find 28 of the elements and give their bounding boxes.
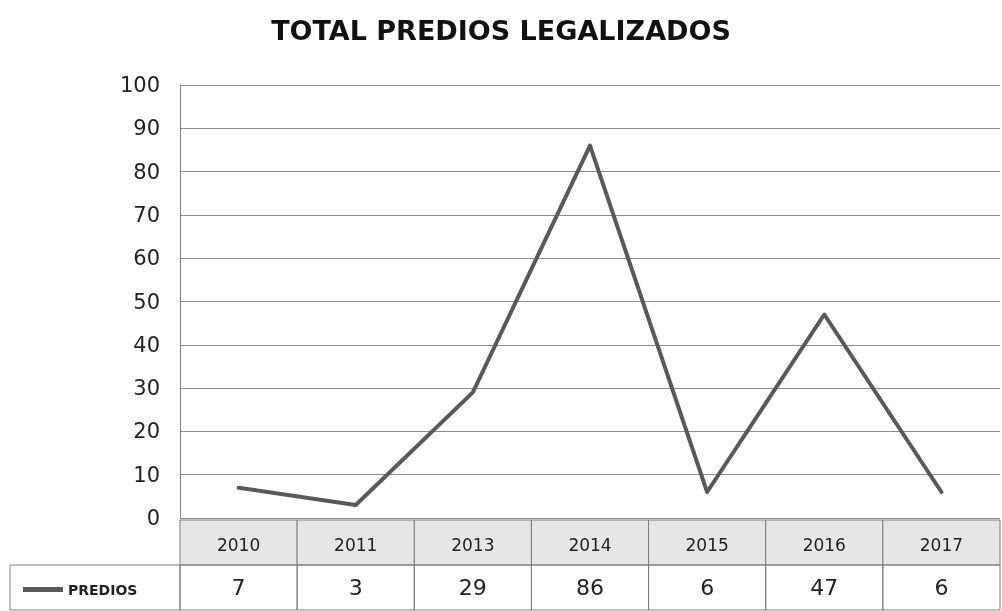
y-tick-label: 20 [133,419,160,444]
x-tick-label: 2015 [685,534,729,555]
data-label: 6 [934,575,949,600]
legend-label: PREDIOS [68,581,138,598]
y-tick-label: 0 [146,506,160,530]
y-tick-label: 30 [133,376,160,401]
x-tick-label: 2013 [451,534,495,555]
y-tick-label: 70 [133,202,160,227]
data-label: 86 [576,575,604,600]
y-tick-label: 90 [133,116,160,141]
chart-title: TOTAL PREDIOS LEGALIZADOS [271,15,731,46]
y-tick-label: 50 [133,289,160,314]
data-label: 3 [348,575,363,600]
x-tick-label: 2010 [216,534,261,555]
data-label: 47 [810,575,839,600]
line-series [236,143,944,508]
x-tick-label: 2017 [919,534,964,555]
y-tick-label: 100 [119,73,160,97]
y-tick-label: 40 [133,332,160,357]
data-label: 7 [231,575,246,600]
y-tick-label: 80 [133,159,160,184]
data-label: 29 [458,575,487,600]
x-tick-label: 2011 [334,534,378,555]
x-tick-label: 2016 [802,534,846,555]
x-tick-label: 2014 [568,534,612,555]
data-label: 6 [700,575,715,600]
y-tick-label: 60 [133,246,160,271]
y-tick-label: 10 [133,462,160,487]
